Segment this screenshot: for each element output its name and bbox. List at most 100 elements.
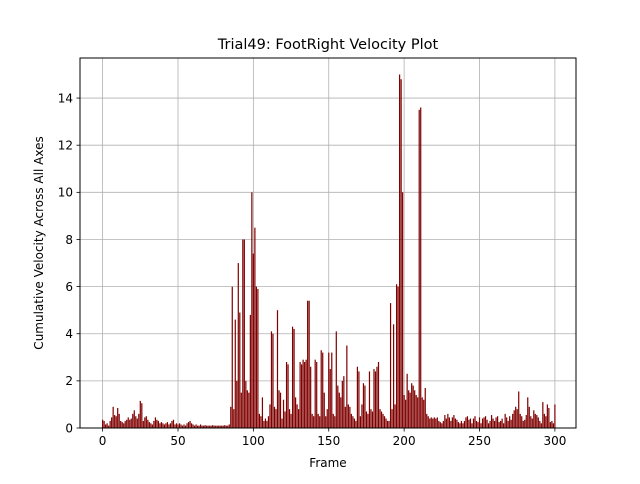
velocity-bar — [192, 424, 194, 428]
velocity-bar — [383, 416, 386, 428]
velocity-bar — [153, 420, 155, 428]
velocity-bar — [362, 383, 365, 428]
velocity-bar — [141, 403, 143, 428]
x-tick-label: 50 — [170, 434, 185, 448]
velocity-bar — [510, 419, 512, 428]
velocity-bar — [233, 409, 235, 428]
y-axis-label: Cumulative Velocity Across All Axes — [32, 136, 46, 349]
velocity-bar — [257, 288, 259, 428]
velocity-bar — [340, 397, 342, 428]
bar-series — [102, 74, 556, 429]
velocity-bar — [322, 352, 324, 428]
velocity-bar — [127, 417, 129, 428]
velocity-bar — [293, 329, 295, 428]
velocity-bar — [240, 392, 242, 428]
velocity-bar — [224, 425, 226, 428]
velocity-bar — [118, 413, 120, 428]
velocity-bar — [534, 413, 536, 428]
velocity-bar — [236, 380, 238, 428]
velocity-bar — [287, 364, 289, 428]
velocity-bar — [230, 406, 232, 428]
velocity-bar — [181, 425, 184, 428]
velocity-bar — [548, 407, 550, 428]
velocity-bar — [368, 371, 371, 428]
velocity-bar — [117, 407, 119, 428]
velocity-bar — [442, 420, 444, 428]
velocity-bar — [551, 420, 553, 428]
velocity-bar — [456, 419, 458, 428]
velocity-bar — [212, 425, 214, 428]
velocity-bar — [519, 413, 521, 428]
velocity-bar — [284, 411, 286, 428]
velocity-bar — [498, 422, 500, 428]
velocity-bar — [252, 253, 254, 428]
velocity-bar — [408, 390, 410, 428]
velocity-bar — [376, 366, 378, 428]
velocity-bar — [451, 417, 453, 428]
velocity-bar — [341, 380, 343, 428]
velocity-bar — [492, 418, 494, 428]
velocity-bar — [480, 423, 482, 428]
velocity-bar — [323, 392, 325, 428]
velocity-bar — [474, 416, 476, 428]
velocity-bar — [114, 415, 116, 428]
velocity-bar — [221, 425, 223, 428]
velocity-bar — [308, 300, 310, 428]
velocity-bar — [299, 362, 301, 428]
x-axis-label: Frame — [309, 456, 346, 470]
velocity-bar — [278, 390, 280, 428]
velocity-bar — [429, 418, 431, 428]
velocity-bar — [515, 406, 517, 428]
velocity-bar — [183, 424, 185, 428]
velocity-bar — [385, 418, 387, 428]
velocity-bar — [432, 418, 434, 428]
velocity-bar — [168, 424, 170, 428]
velocity-bar — [430, 417, 432, 428]
velocity-bar — [546, 404, 548, 428]
velocity-bar — [346, 345, 348, 428]
y-tick-label: 2 — [65, 374, 73, 388]
velocity-bar — [138, 413, 140, 428]
velocity-bar — [433, 417, 435, 428]
velocity-bar — [504, 413, 506, 428]
velocity-bar — [552, 423, 554, 428]
velocity-bar — [524, 419, 526, 428]
velocity-bar — [500, 420, 502, 428]
velocity-bar — [382, 413, 384, 428]
velocity-bar — [352, 416, 354, 428]
velocity-bar — [178, 423, 181, 428]
velocity-bar — [459, 423, 461, 428]
velocity-bar — [198, 425, 200, 428]
velocity-bar — [350, 413, 352, 428]
velocity-bar — [489, 420, 491, 428]
velocity-bar — [316, 362, 318, 428]
velocity-bar — [361, 404, 363, 428]
velocity-bar — [388, 420, 390, 428]
velocity-bar — [441, 423, 443, 428]
velocity-bar — [405, 399, 407, 428]
velocity-bar — [356, 366, 359, 428]
velocity-bar — [147, 419, 149, 428]
velocity-bar — [349, 406, 351, 428]
velocity-bar — [108, 425, 110, 428]
velocity-bar — [225, 425, 227, 428]
velocity-bar — [370, 409, 372, 428]
velocity-bar — [320, 350, 322, 428]
velocity-bar — [447, 413, 449, 428]
velocity-bar — [285, 362, 288, 428]
velocity-bar — [543, 413, 545, 428]
velocity-bar — [216, 425, 218, 428]
plot-area-frame — [79, 57, 577, 429]
velocity-bar — [391, 409, 393, 428]
velocity-bar — [512, 413, 514, 428]
velocity-bar — [190, 423, 193, 428]
velocity-bar — [445, 418, 447, 428]
velocity-bar — [273, 406, 276, 428]
velocity-bar — [294, 397, 297, 428]
velocity-bar — [206, 425, 208, 428]
velocity-bar — [302, 359, 304, 428]
velocity-bar — [539, 420, 541, 428]
y-tick-label: 14 — [58, 91, 73, 105]
velocity-bar — [266, 420, 268, 428]
